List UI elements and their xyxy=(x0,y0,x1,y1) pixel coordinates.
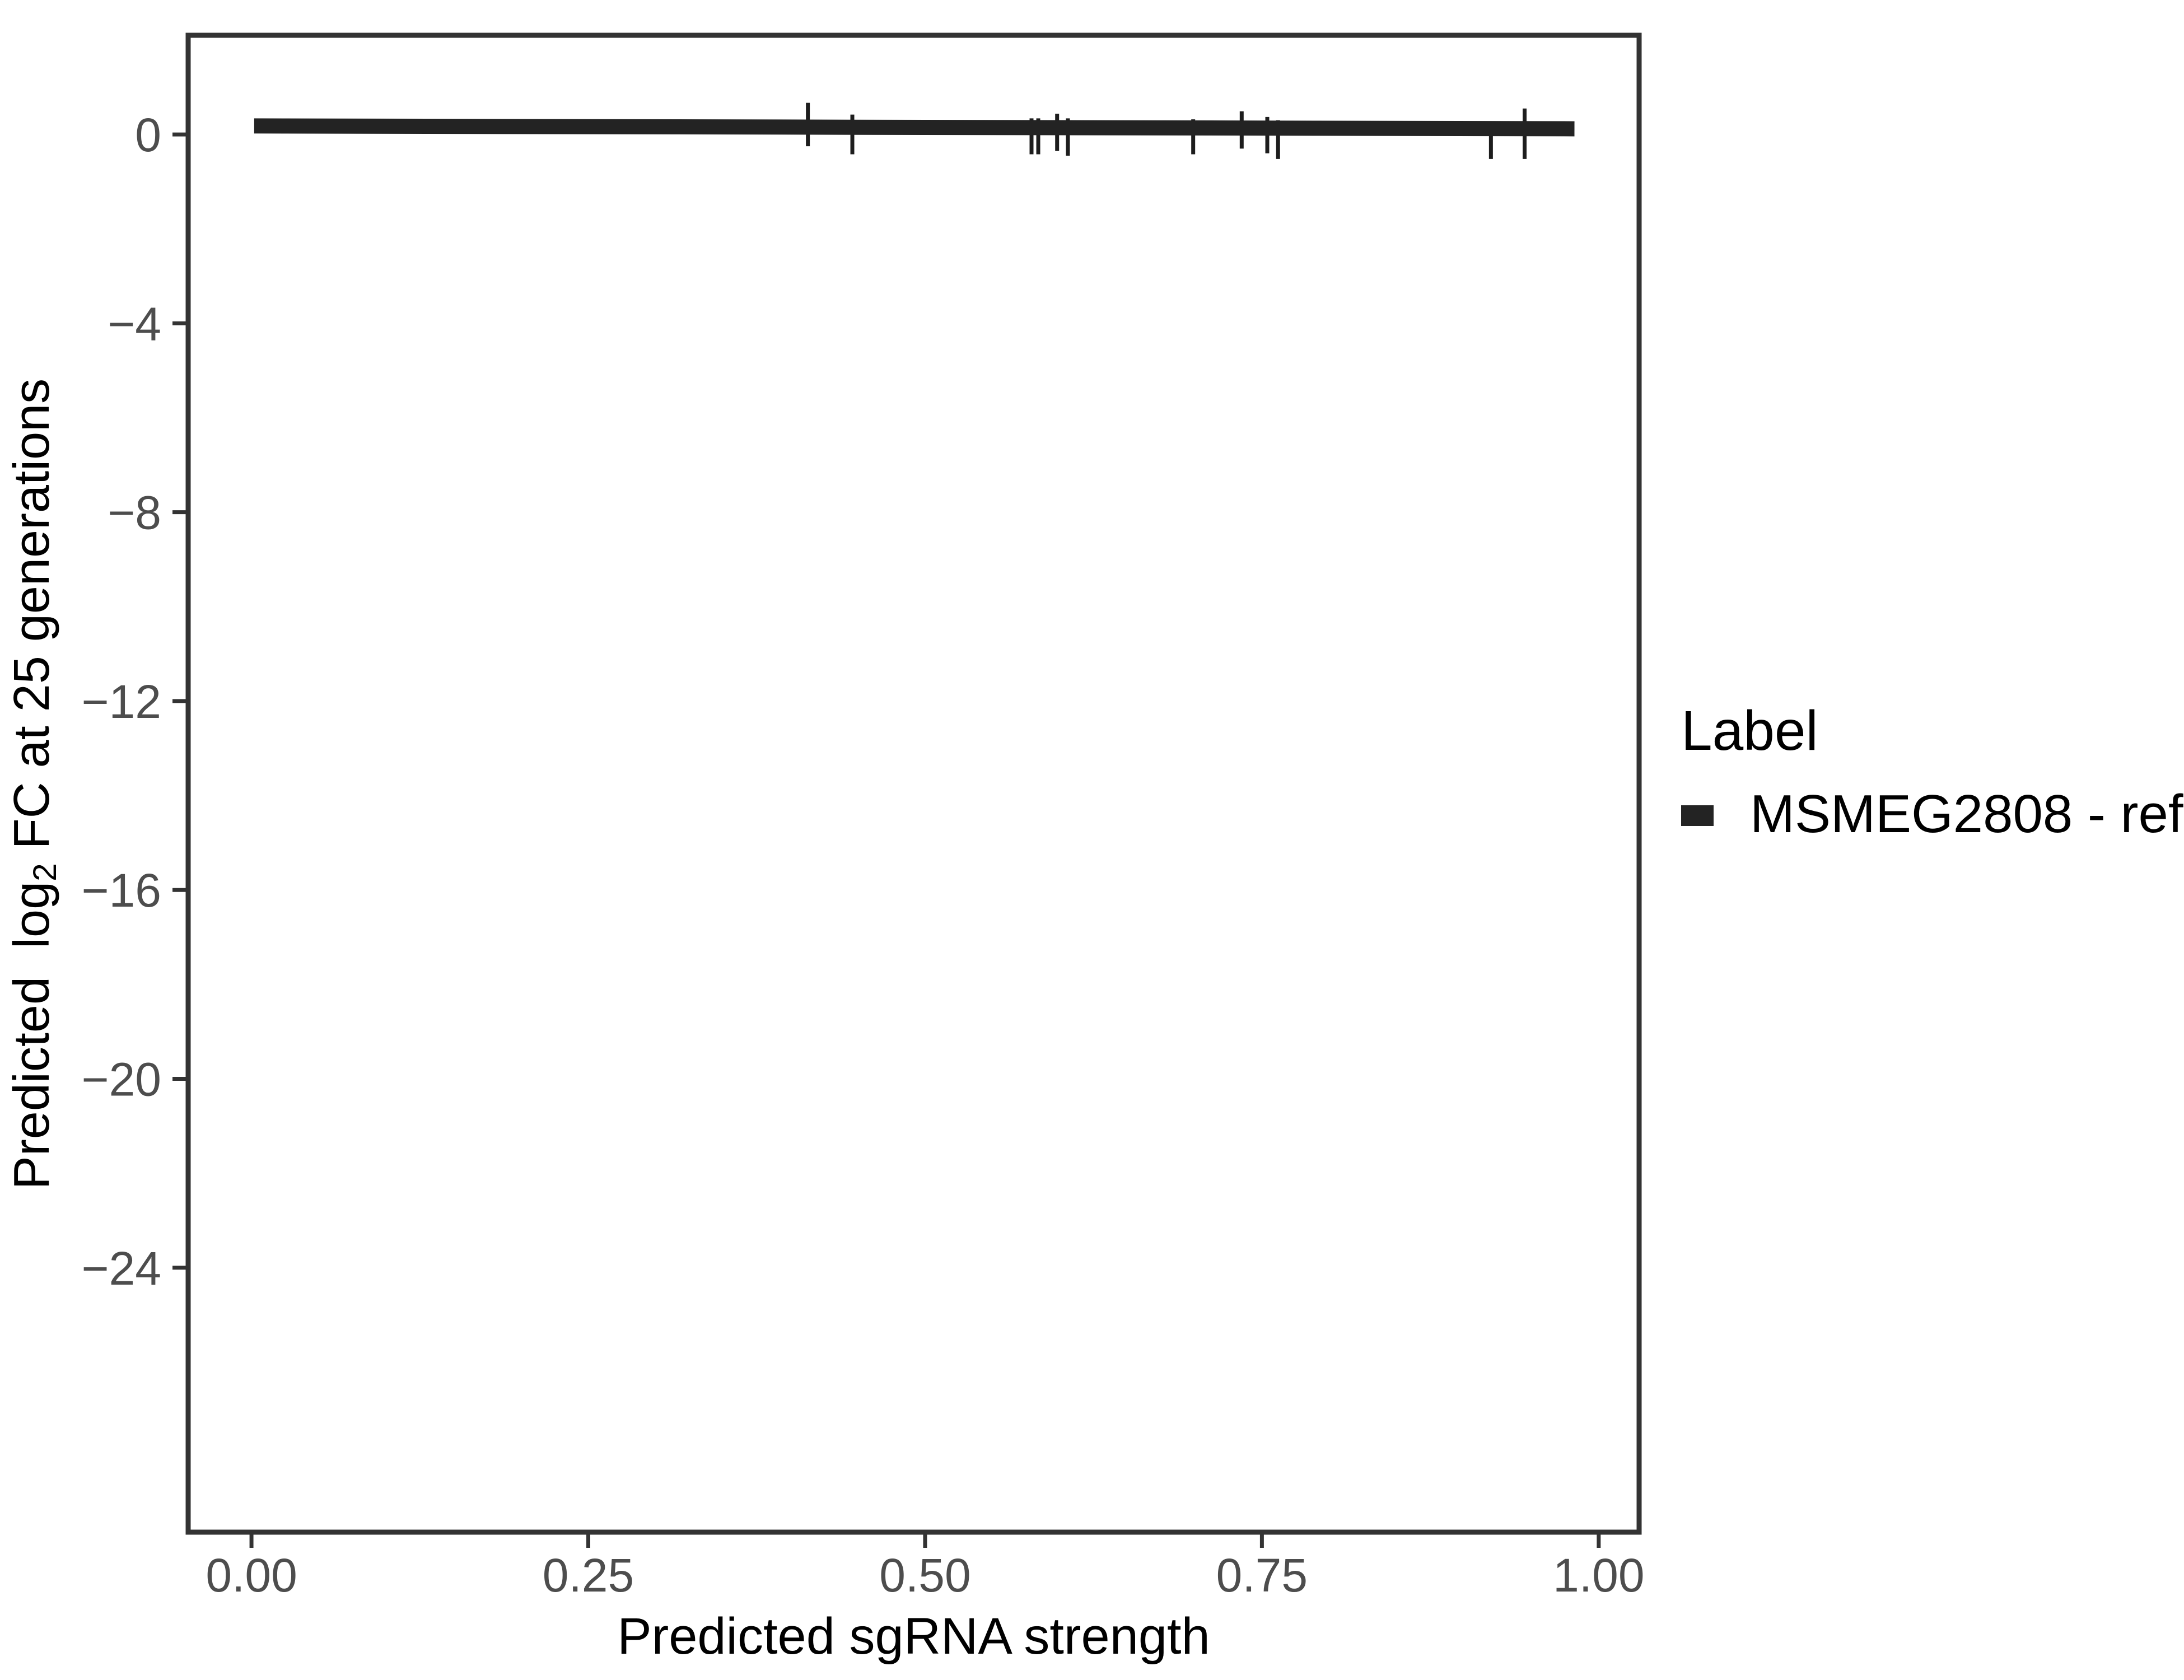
x-tick-label-0.25: 0.25 xyxy=(543,1549,634,1602)
legend-key-swatch xyxy=(1681,805,1714,826)
y-axis-title-post: FC at 25 generations xyxy=(4,378,60,864)
legend-title: Label xyxy=(1681,699,1818,762)
x-axis-title: Predicted sgRNA strength xyxy=(617,1608,1210,1665)
y-tick-label-−24: −24 xyxy=(82,1242,162,1295)
y-axis-title: Predicted log2 FC at 25 generations xyxy=(1,0,63,1624)
x-tick-label-0.75: 0.75 xyxy=(1216,1549,1308,1602)
y-tick-label-−12: −12 xyxy=(82,675,162,728)
x-tick-label-0.50: 0.50 xyxy=(879,1549,971,1602)
y-tick-label-0: 0 xyxy=(135,109,161,161)
legend-entry-label: MSMEG2808 - ref xyxy=(1750,784,2183,844)
y-tick-label-−16: −16 xyxy=(82,864,162,917)
y-tick-label-−8: −8 xyxy=(108,487,161,539)
x-tick-label-0.00: 0.00 xyxy=(206,1549,297,1602)
y-axis-title-subscript: 2 xyxy=(26,863,63,881)
y-tick-label-−4: −4 xyxy=(108,297,161,350)
y-axis-title-pre: Predicted log xyxy=(4,881,60,1190)
x-tick-label-1.00: 1.00 xyxy=(1553,1549,1645,1602)
series-line-MSMEG2808---ref xyxy=(254,118,1575,137)
panel-border xyxy=(185,32,1642,1535)
y-tick-label-−20: −20 xyxy=(82,1053,162,1106)
